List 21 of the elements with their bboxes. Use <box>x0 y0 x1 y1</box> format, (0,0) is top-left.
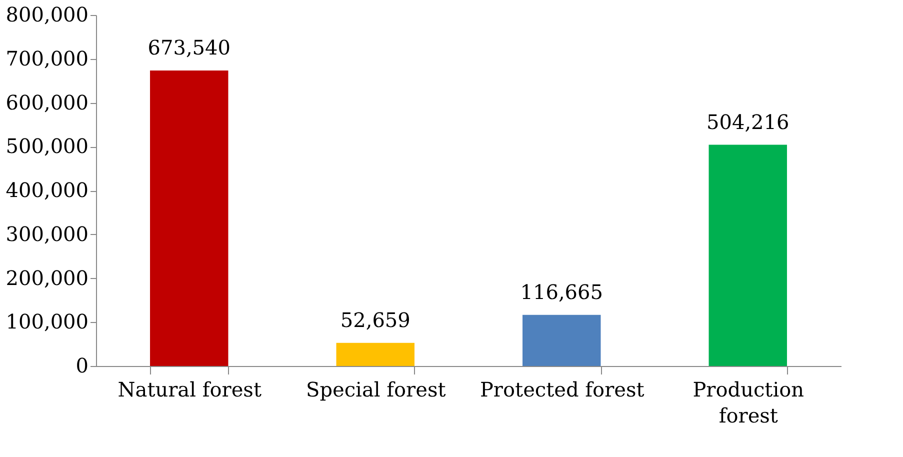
y-tick-label: 300,000 <box>6 222 88 246</box>
bar <box>708 144 787 366</box>
y-tick-label: 500,000 <box>6 134 88 158</box>
bar <box>522 314 601 366</box>
y-tick-label: 100,000 <box>6 310 88 334</box>
x-tick-label: Production forest <box>692 378 804 428</box>
x-tick-label: Special forest <box>306 378 446 402</box>
bar <box>150 70 228 366</box>
x-tick-label: Natural forest <box>118 378 262 402</box>
y-tick-label: 600,000 <box>6 90 88 114</box>
y-tick-label: 700,000 <box>6 46 88 70</box>
y-tick-label: 200,000 <box>6 266 88 290</box>
data-label: 116,665 <box>520 280 603 304</box>
bar <box>336 342 414 366</box>
y-tick-label: 0 <box>76 354 88 378</box>
data-label: 52,659 <box>340 308 410 332</box>
y-tick-label: 400,000 <box>6 178 88 202</box>
data-label: 673,540 <box>148 35 230 60</box>
data-label: 504,216 <box>706 110 790 134</box>
y-tick-label: 800,000 <box>6 2 88 26</box>
x-tick-label: Protected forest <box>480 378 644 402</box>
